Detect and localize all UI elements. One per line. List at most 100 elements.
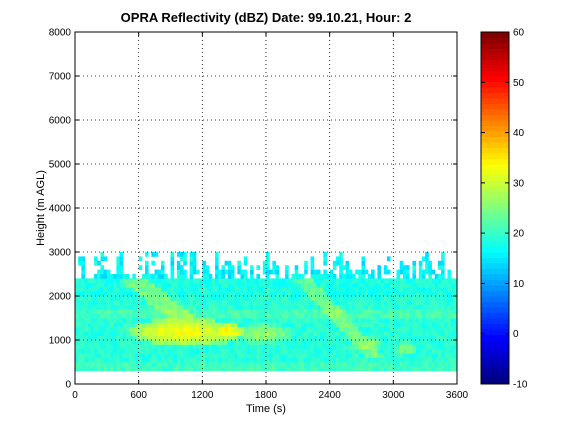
reflectivity-cell: [431, 348, 436, 354]
reflectivity-cell: [129, 353, 133, 358]
reflectivity-cell: [272, 287, 276, 292]
reflectivity-cell: [202, 366, 206, 372]
reflectivity-cell: [78, 278, 82, 284]
reflectivity-cell: [288, 326, 292, 332]
reflectivity-cell: [396, 304, 401, 310]
reflectivity-cell: [243, 340, 248, 345]
reflectivity-cell: [336, 335, 340, 341]
reflectivity-cell: [371, 335, 375, 341]
reflectivity-cell: [116, 260, 120, 266]
reflectivity-cell: [256, 344, 261, 350]
colorbar-swatch: [481, 191, 509, 198]
reflectivity-cell: [281, 309, 286, 314]
reflectivity-cell: [361, 326, 366, 332]
reflectivity-cell: [386, 353, 391, 358]
reflectivity-cell: [307, 353, 311, 358]
reflectivity-cell: [386, 309, 391, 314]
reflectivity-cell: [402, 313, 407, 319]
reflectivity-cell: [84, 322, 89, 328]
reflectivity-cell: [106, 282, 111, 288]
reflectivity-cell: [285, 291, 289, 297]
reflectivity-cell: [205, 278, 210, 284]
reflectivity-cell: [326, 340, 331, 345]
reflectivity-cell: [90, 282, 95, 288]
reflectivity-cell: [453, 296, 457, 301]
reflectivity-cell: [316, 309, 321, 314]
reflectivity-cell: [84, 326, 89, 332]
reflectivity-cell: [103, 309, 108, 314]
reflectivity-cell: [262, 287, 267, 292]
reflectivity-cell: [208, 331, 213, 336]
reflectivity-cell: [138, 322, 143, 328]
reflectivity-cell: [351, 313, 356, 319]
reflectivity-cell: [205, 300, 210, 306]
reflectivity-cell: [450, 309, 455, 314]
reflectivity-cell: [106, 322, 111, 328]
reflectivity-cell: [361, 274, 366, 279]
reflectivity-cell: [288, 353, 292, 358]
reflectivity-cell: [224, 304, 229, 310]
reflectivity-cell: [278, 296, 283, 301]
reflectivity-cell: [160, 322, 165, 328]
reflectivity-cell: [186, 335, 190, 341]
reflectivity-cell: [425, 362, 429, 367]
reflectivity-cell: [285, 296, 289, 301]
reflectivity-cell: [294, 274, 299, 279]
reflectivity-cell: [240, 335, 245, 341]
reflectivity-cell: [94, 318, 98, 323]
reflectivity-cell: [393, 318, 397, 323]
reflectivity-cell: [110, 326, 114, 332]
reflectivity-cell: [367, 278, 372, 284]
reflectivity-cell: [100, 348, 105, 354]
reflectivity-cell: [326, 282, 331, 288]
reflectivity-cell: [316, 304, 321, 310]
reflectivity-cell: [275, 340, 280, 345]
reflectivity-cell: [237, 322, 241, 328]
reflectivity-cell: [361, 353, 366, 358]
reflectivity-cell: [199, 331, 203, 336]
reflectivity-cell: [441, 282, 445, 288]
reflectivity-cell: [367, 322, 372, 328]
reflectivity-cell: [361, 313, 366, 319]
colorbar-swatch: [481, 142, 509, 148]
reflectivity-cell: [269, 353, 273, 358]
reflectivity-cell: [157, 313, 162, 319]
reflectivity-cell: [418, 331, 423, 336]
reflectivity-cell: [246, 300, 251, 306]
reflectivity-cell: [215, 309, 219, 314]
reflectivity-cell: [145, 269, 149, 275]
reflectivity-cell: [425, 300, 429, 306]
reflectivity-cell: [106, 357, 111, 363]
reflectivity-cell: [447, 287, 452, 292]
reflectivity-cell: [323, 278, 327, 284]
reflectivity-cell: [116, 278, 120, 284]
reflectivity-cell: [100, 340, 105, 345]
reflectivity-cell: [281, 335, 286, 341]
reflectivity-cell: [215, 282, 219, 288]
reflectivity-cell: [243, 300, 248, 306]
reflectivity-cell: [345, 278, 350, 284]
reflectivity-cell: [221, 313, 226, 319]
reflectivity-cell: [81, 282, 85, 288]
reflectivity-cell: [345, 282, 350, 288]
reflectivity-cell: [447, 322, 452, 328]
reflectivity-cell: [266, 265, 270, 270]
reflectivity-cell: [266, 322, 270, 328]
reflectivity-cell: [243, 256, 248, 262]
reflectivity-cell: [272, 344, 276, 350]
reflectivity-cell: [205, 353, 210, 358]
reflectivity-cell: [240, 340, 245, 345]
reflectivity-cell: [176, 340, 181, 345]
reflectivity-cell: [355, 269, 359, 275]
reflectivity-cell: [224, 296, 229, 301]
reflectivity-cell: [269, 313, 273, 319]
colorbar-swatch: [481, 301, 509, 308]
reflectivity-cell: [418, 326, 423, 332]
reflectivity-cell: [447, 296, 452, 301]
reflectivity-cell: [297, 274, 302, 279]
reflectivity-cell: [278, 362, 283, 367]
reflectivity-cell: [243, 348, 248, 354]
reflectivity-cell: [377, 348, 381, 354]
reflectivity-cell: [447, 282, 452, 288]
colorbar-swatch: [481, 37, 509, 44]
